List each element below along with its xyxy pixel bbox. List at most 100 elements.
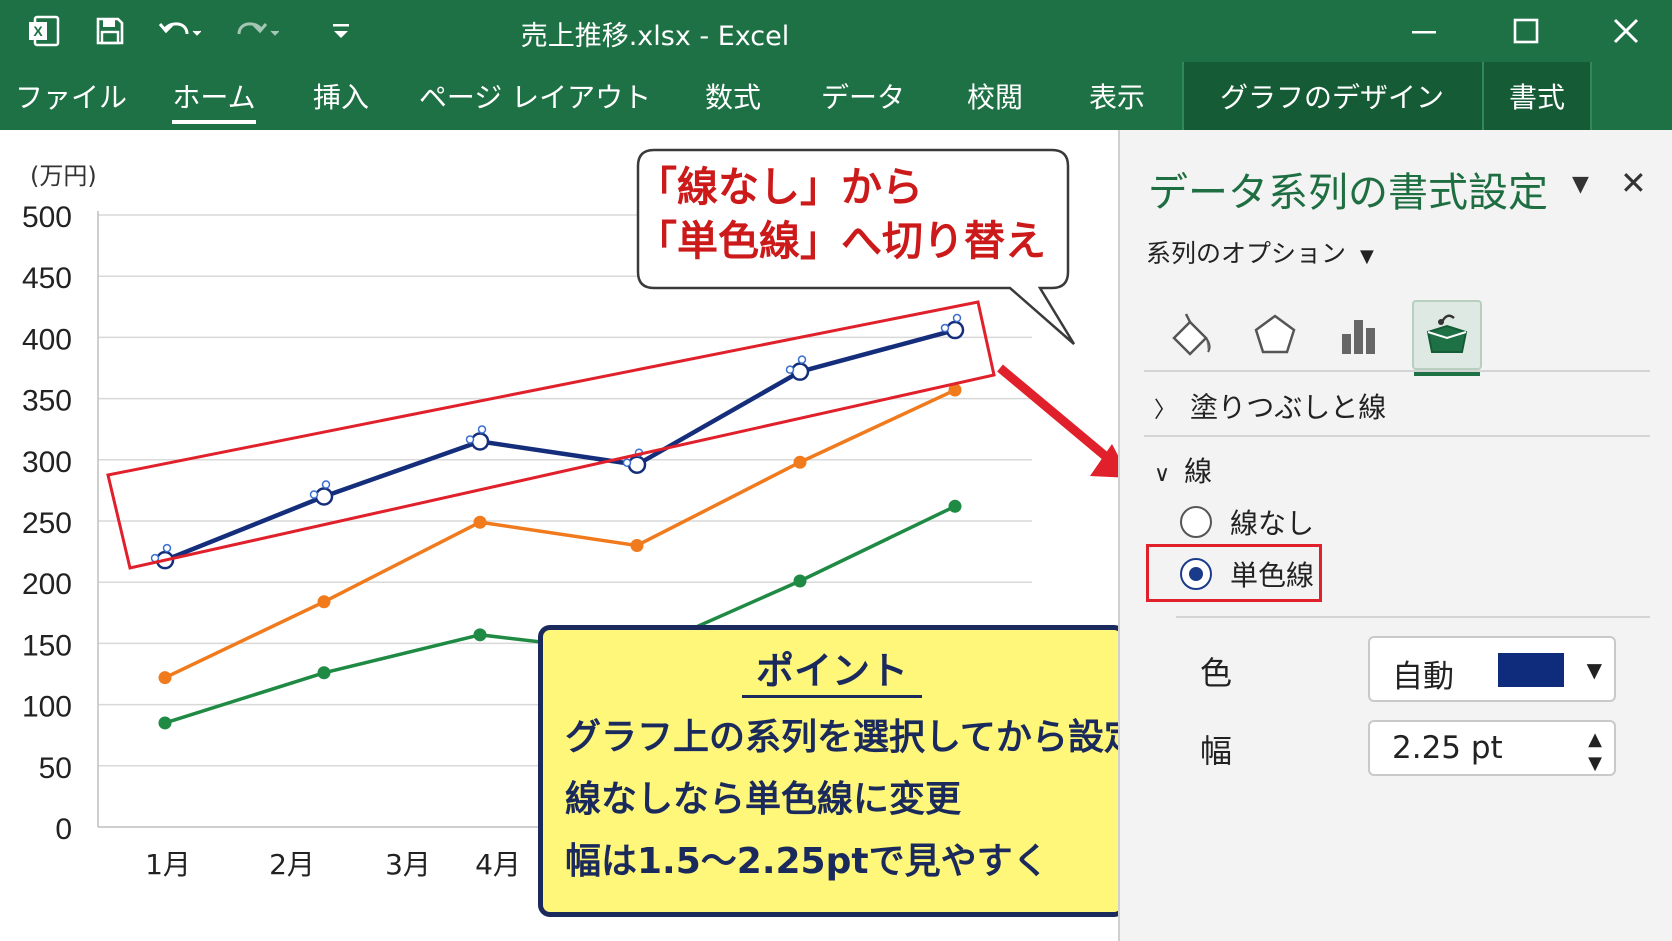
- pointer-arrow-head: [1090, 444, 1118, 478]
- ribbon-tabs: ファイル ホーム 挿入 ページ レイアウト 数式 データ 校閲 表示 グラフのデ…: [0, 62, 1672, 130]
- contextual-tab-group: [1182, 62, 1590, 130]
- selection-handle: [952, 313, 962, 323]
- pane-options-dropdown-icon[interactable]: ▼: [1572, 172, 1589, 197]
- data-point: [473, 628, 487, 642]
- close-button[interactable]: [1596, 6, 1656, 56]
- callout-line-2: 「単色線」へ切り替え: [636, 217, 1046, 265]
- fill-line-icon[interactable]: [1156, 300, 1226, 370]
- selected-series-highlight-box: [106, 300, 996, 570]
- y-tick-label: 450: [22, 262, 72, 295]
- x-tick-label: 2月: [269, 848, 315, 881]
- effects-icon[interactable]: [1240, 300, 1310, 370]
- save-icon[interactable]: [88, 10, 132, 52]
- data-point: [317, 595, 331, 609]
- point-line-3: 幅は1.5〜2.25ptで見やすく: [565, 841, 1049, 882]
- title-bar: X 売上推移.xlsx - Excel: [0, 0, 1672, 62]
- selection-handle: [162, 543, 172, 553]
- y-tick-label: 0: [55, 813, 72, 846]
- color-swatch: [1498, 653, 1564, 687]
- width-stepper[interactable]: 2.25 pt ▲ ▼: [1368, 720, 1616, 776]
- ribbon-separator: [1182, 62, 1184, 130]
- tab-view[interactable]: 表示: [1088, 81, 1145, 114]
- section-fill-and-line[interactable]: 〉塗りつぶしと線: [1154, 391, 1387, 424]
- selection-handle: [321, 480, 331, 489]
- callout-line-1: 「線なし」から: [636, 163, 923, 211]
- format-data-series-pane: データ系列の書式設定 ▼ ✕ 系列のオプション ▼ 〉塗りつぶしと線 ∨ 線 線なし…: [1118, 130, 1672, 941]
- selection-handle: [309, 490, 319, 499]
- series-line: [164, 388, 956, 680]
- radio-solid-line-circle[interactable]: [1180, 558, 1212, 590]
- tab-data[interactable]: データ: [820, 81, 905, 114]
- pane-divider: [1144, 370, 1650, 372]
- radio-solid-line[interactable]: 単色線: [1180, 554, 1314, 594]
- excel-logo-icon: X: [22, 10, 66, 52]
- tab-page-layout[interactable]: ページ レイアウト: [418, 81, 652, 114]
- ribbon-separator: [1482, 62, 1484, 130]
- data-point: [158, 716, 172, 730]
- tab-home[interactable]: ホーム: [160, 62, 268, 130]
- minimize-button[interactable]: [1394, 6, 1454, 56]
- y-tick-label: 200: [22, 568, 72, 601]
- tab-formulas[interactable]: 数式: [704, 81, 761, 114]
- selected-data-point: [627, 455, 647, 474]
- series-options-dropdown[interactable]: 系列のオプション ▼: [1146, 239, 1374, 268]
- customize-toolbar-icon[interactable]: [326, 10, 356, 52]
- chevron-down-icon[interactable]: ▼: [1586, 658, 1602, 682]
- pane-divider: [1176, 616, 1650, 618]
- x-tick-label: 3月: [385, 848, 431, 881]
- width-label: 幅: [1200, 732, 1233, 770]
- y-tick-label: 250: [22, 507, 72, 540]
- callout-text: 「線なし」から 「単色線」へ切り替え: [636, 160, 1046, 268]
- x-tick-label: 4月: [475, 848, 521, 881]
- selected-data-point: [470, 432, 490, 451]
- radio-no-line-circle[interactable]: [1180, 506, 1212, 538]
- color-value: 自動: [1392, 659, 1454, 695]
- data-point: [473, 515, 487, 529]
- series-options-icon[interactable]: [1324, 300, 1394, 370]
- data-point: [793, 574, 807, 588]
- y-tick-label: 300: [22, 446, 72, 479]
- radio-solid-line-label: 単色線: [1230, 559, 1315, 592]
- undo-icon[interactable]: [154, 10, 204, 52]
- color-picker[interactable]: 自動 ▼: [1368, 636, 1616, 702]
- data-point: [948, 383, 962, 397]
- point-line-2: 線なしなら単色線に変更: [565, 779, 962, 820]
- selection-handle: [622, 458, 632, 467]
- data-point: [948, 499, 962, 513]
- spin-arrows-icon[interactable]: ▲ ▼: [1588, 729, 1602, 774]
- line-options-icon[interactable]: [1412, 300, 1482, 376]
- window-title: 売上推移.xlsx - Excel: [520, 21, 790, 52]
- data-point: [158, 671, 172, 685]
- tab-insert[interactable]: 挿入: [312, 81, 369, 114]
- radio-no-line[interactable]: 線なし: [1180, 502, 1314, 542]
- selection-handle: [465, 435, 475, 444]
- pointer-arrow-line: [997, 364, 1113, 464]
- tab-format[interactable]: 書式: [1508, 81, 1565, 114]
- radio-no-line-label: 線なし: [1230, 507, 1315, 540]
- y-tick-label: 50: [39, 752, 72, 785]
- svg-text:X: X: [33, 23, 43, 39]
- tab-review[interactable]: 校閲: [966, 81, 1023, 114]
- section-line[interactable]: ∨ 線: [1154, 455, 1213, 488]
- maximize-button[interactable]: [1496, 6, 1556, 56]
- y-tick-label: 350: [22, 385, 72, 418]
- callout-bubble: [636, 148, 1076, 345]
- selected-series-line: [164, 327, 956, 563]
- point-tip-box: ポイント グラフ上の系列を選択してから設定 線なしなら単色線に変更 幅は1.5〜…: [538, 625, 1140, 917]
- data-point: [793, 455, 807, 469]
- selection-handle: [797, 355, 807, 364]
- y-axis-unit-label: (万円): [30, 162, 97, 190]
- tab-chart-design[interactable]: グラフのデザイン: [1219, 81, 1444, 114]
- selection-handle: [785, 365, 795, 374]
- tab-file[interactable]: ファイル: [14, 81, 127, 114]
- width-value[interactable]: 2.25 pt: [1392, 730, 1503, 766]
- data-point: [630, 538, 644, 552]
- data-point: [317, 666, 331, 680]
- point-line-1: グラフ上の系列を選択してから設定: [565, 717, 1140, 758]
- pane-title: データ系列の書式設定: [1148, 170, 1548, 216]
- pane-close-icon[interactable]: ✕: [1620, 164, 1647, 202]
- redo-icon[interactable]: [232, 10, 282, 52]
- selection-handle: [477, 425, 487, 434]
- x-tick-label: 1月: [145, 848, 191, 881]
- pane-divider: [1144, 435, 1650, 437]
